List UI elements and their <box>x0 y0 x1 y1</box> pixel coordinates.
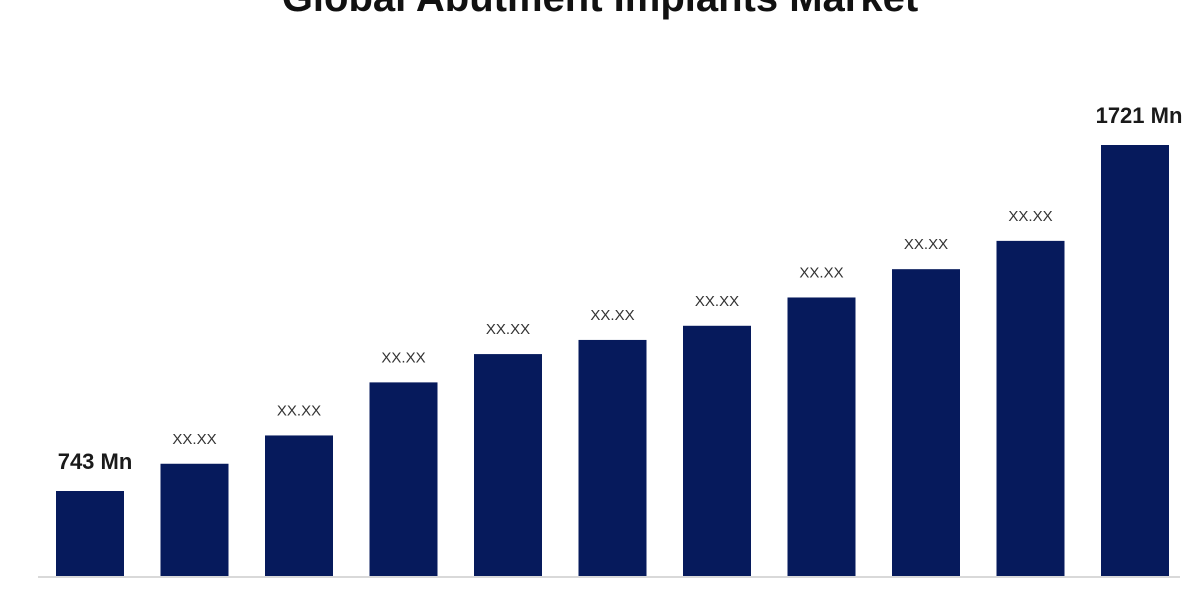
bar-6 <box>578 339 647 576</box>
data-label-3: XX.XX <box>277 402 321 419</box>
data-label-6: XX.XX <box>590 307 634 324</box>
bar-4 <box>369 382 438 576</box>
chart-title: Global Abutment Implants Market <box>0 0 1200 22</box>
bar-5 <box>474 354 542 576</box>
bar-8 <box>787 297 856 576</box>
bar-7 <box>683 325 751 576</box>
bar-3 <box>265 435 333 576</box>
data-label-5: XX.XX <box>486 321 530 338</box>
bars-group <box>56 145 1169 577</box>
data-label-11: 1721 Mn <box>1096 103 1183 128</box>
bar-2 <box>160 463 229 576</box>
data-label-9: XX.XX <box>904 236 948 253</box>
data-label-2: XX.XX <box>172 431 216 448</box>
data-label-4: XX.XX <box>381 349 425 366</box>
data-labels-group: 743 Mn XX.XX XX.XX XX.XX XX.XX XX.XX XX.XX XX.X… <box>58 103 1183 474</box>
data-label-1: 743 Mn <box>58 449 133 474</box>
data-label-7: XX.XX <box>695 293 739 310</box>
bar-11 <box>1101 145 1169 576</box>
data-label-10: XX.XX <box>1008 208 1052 225</box>
bar-10 <box>996 240 1065 577</box>
bar-9 <box>892 269 960 576</box>
bar-1 <box>56 491 124 576</box>
data-label-8: XX.XX <box>799 264 843 281</box>
